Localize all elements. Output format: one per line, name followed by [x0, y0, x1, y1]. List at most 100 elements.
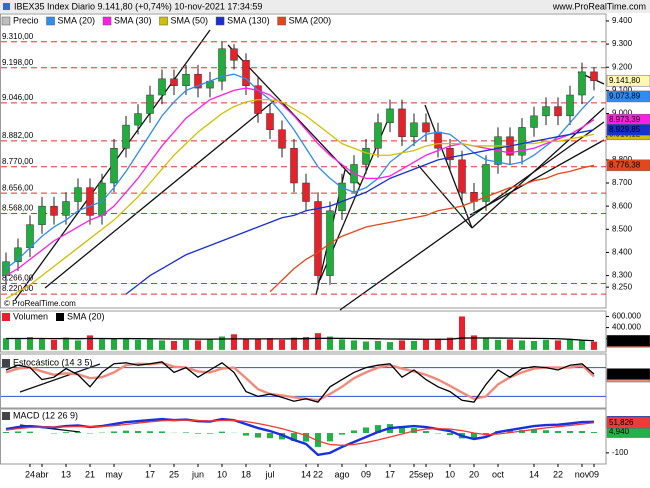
histogram-bar — [255, 433, 261, 438]
y-tick-label: 9.200 — [612, 62, 633, 71]
candle-body — [579, 72, 586, 95]
value-box-label: 66,601 — [609, 369, 634, 378]
histogram-bar — [63, 432, 69, 433]
x-tick-label: jun — [191, 469, 204, 479]
candle-body — [375, 123, 382, 148]
bar — [51, 340, 57, 350]
legend-label: SMA (200) — [289, 15, 332, 25]
candle-body — [423, 123, 430, 132]
bar — [339, 339, 345, 350]
bar — [87, 335, 93, 349]
value-box-label: 9.141,80 — [609, 76, 641, 85]
candle-body — [279, 130, 286, 149]
x-tick-label: 09 — [589, 469, 599, 479]
histogram-bar — [591, 432, 597, 433]
bar — [99, 339, 105, 350]
histogram-bar — [567, 431, 573, 433]
value-box-label: 164.098 — [609, 336, 638, 345]
bar — [255, 339, 261, 350]
legend-label: Precio — [13, 15, 39, 25]
x-tick-label: abr — [35, 469, 48, 479]
bar — [111, 339, 117, 350]
histogram-bar — [75, 432, 81, 433]
x-tick-label: nov — [575, 469, 590, 479]
candle-body — [27, 225, 34, 248]
legend-swatch — [2, 17, 10, 25]
bar — [15, 339, 21, 350]
bar — [315, 333, 321, 350]
legend-swatch — [2, 359, 10, 367]
histogram-bar — [219, 432, 225, 433]
legend-swatch — [2, 412, 10, 420]
candle-body — [555, 107, 562, 116]
candle-body — [399, 109, 406, 137]
candle-body — [435, 132, 442, 148]
x-tick-label: 13 — [61, 469, 71, 479]
x-tick-label: 09 — [361, 469, 371, 479]
bar — [75, 340, 81, 349]
bar — [207, 339, 213, 350]
candle-body — [291, 148, 298, 183]
bar — [399, 340, 405, 349]
bar — [543, 340, 549, 350]
bar — [363, 342, 369, 350]
histogram-bar — [543, 430, 549, 433]
legend-swatch — [278, 17, 286, 25]
candle-body — [363, 148, 370, 164]
histogram-bar — [555, 431, 561, 433]
bar — [195, 340, 201, 349]
histogram-bar — [111, 431, 117, 433]
histogram-bar — [327, 433, 333, 441]
histogram-bar — [27, 432, 33, 433]
x-tick-label: 17 — [385, 469, 395, 479]
candle-body — [75, 188, 82, 202]
candle-body — [39, 206, 46, 225]
histogram-bar — [159, 431, 165, 433]
bar — [63, 338, 69, 350]
bar — [555, 340, 561, 349]
bar — [591, 342, 597, 350]
histogram-bar — [579, 431, 585, 433]
bar — [351, 340, 357, 349]
legend-label: Estocástico (14 3 5) — [13, 357, 93, 367]
bar — [3, 338, 9, 350]
bar — [39, 339, 45, 350]
x-tick-label: 20 — [469, 469, 479, 479]
histogram-bar — [339, 433, 345, 435]
candle-body — [543, 107, 550, 116]
candle-body — [51, 206, 58, 215]
x-tick-label: 22 — [553, 469, 563, 479]
value-box-label: 9.073,89 — [609, 92, 641, 101]
histogram-bar — [447, 433, 453, 435]
candle-body — [231, 49, 238, 61]
x-tick-label: 10 — [445, 469, 455, 479]
candle-body — [387, 109, 394, 123]
histogram-bar — [183, 432, 189, 433]
candle-body — [459, 160, 466, 192]
legend-label: SMA (20) — [58, 15, 96, 25]
level-label: 9.310,00 — [2, 32, 34, 41]
histogram-bar — [351, 430, 357, 433]
candle-body — [303, 183, 310, 202]
legend-swatch — [56, 313, 64, 321]
bar — [579, 340, 585, 350]
candle-body — [87, 188, 94, 216]
bar — [159, 340, 165, 349]
candle-body — [567, 95, 574, 116]
x-tick-label: jul — [264, 469, 274, 479]
x-tick-label: may — [105, 469, 123, 479]
bar — [135, 340, 141, 350]
level-label: 8.770,00 — [2, 157, 34, 166]
candle-body — [135, 114, 142, 126]
y-tick-label: 9.400 — [612, 16, 633, 25]
histogram-bar — [207, 433, 213, 434]
site: www.ProRealTime.com — [552, 1, 646, 11]
candle-body — [591, 72, 598, 81]
candle-body — [531, 116, 538, 128]
level-label: 9.198,00 — [2, 58, 34, 67]
bar — [519, 340, 525, 349]
x-tick-label: ago — [334, 469, 349, 479]
legend-swatch — [2, 313, 10, 321]
y-tick-label: 8.700 — [612, 178, 633, 187]
